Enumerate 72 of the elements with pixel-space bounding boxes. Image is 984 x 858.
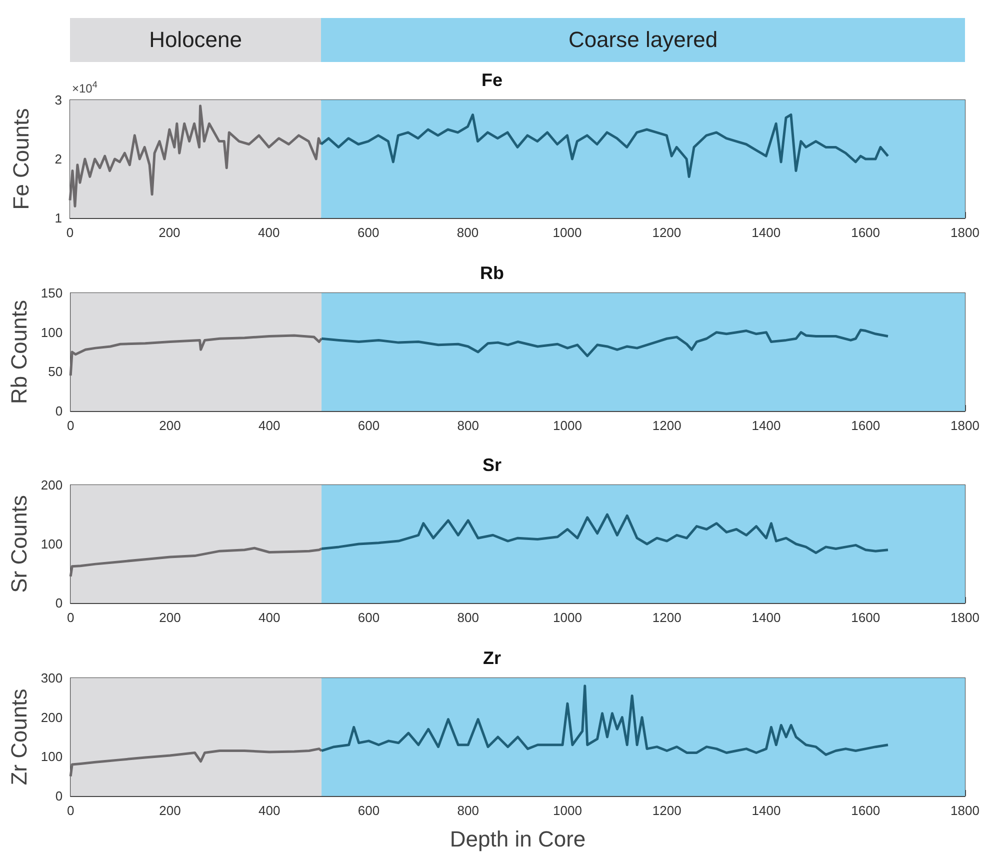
x-tick-label: 800 — [457, 610, 479, 625]
x-tick-label: 1800 — [950, 418, 980, 433]
y-tick-label: 50 — [48, 364, 63, 380]
x-tick-label: 1400 — [752, 803, 781, 818]
y-tick-label: 0 — [55, 404, 63, 418]
y-tick-label: 0 — [55, 788, 63, 804]
y-tick-label: 100 — [40, 749, 63, 764]
x-tick-label: 0 — [66, 803, 74, 818]
y-tick-label: 200 — [40, 478, 63, 492]
x-tick-label: 200 — [159, 803, 181, 818]
x-tick-label: 1200 — [652, 610, 682, 625]
y-axis-title: Fe Counts — [8, 108, 34, 210]
y-axis-title: Rb Counts — [6, 300, 32, 404]
x-axis-title: Depth in Core — [450, 826, 586, 852]
line-series — [320, 513, 890, 554]
x-tick-label: 600 — [358, 803, 380, 818]
chart-title: Sr — [482, 455, 502, 475]
y-tick-label: 100 — [40, 536, 63, 552]
y-tick-label: 0 — [55, 596, 63, 610]
x-tick-label: 1400 — [752, 225, 781, 240]
y-tick-label: 300 — [40, 670, 63, 686]
line-series — [320, 114, 890, 178]
x-tick-label: 200 — [159, 418, 181, 433]
x-tick-label: 1200 — [652, 418, 682, 433]
x-tick-label: 1600 — [851, 610, 880, 625]
y-tick-label: 150 — [40, 286, 63, 300]
x-tick-label: 1200 — [652, 803, 682, 818]
line-series — [320, 684, 890, 756]
x-tick-label: 600 — [357, 225, 380, 240]
x-tick-label: 1400 — [752, 418, 781, 433]
x-tick-label: 400 — [258, 418, 280, 433]
line-series — [69, 546, 323, 578]
line-series — [69, 748, 323, 778]
x-tick-label: 600 — [358, 610, 380, 625]
x-tick-label: 0 — [66, 418, 74, 433]
x-tick-label: 1600 — [851, 418, 880, 433]
y-axis-title: Sr Counts — [6, 495, 32, 593]
chart-title: Rb — [480, 263, 504, 283]
x-tick-label: 1600 — [851, 803, 880, 818]
x-tick-label: 800 — [457, 418, 479, 433]
band-label: Holocene — [70, 18, 322, 62]
y-tick-label: 1 — [54, 210, 62, 226]
x-tick-label: 800 — [457, 803, 479, 818]
x-tick-label: 600 — [358, 418, 380, 433]
x-tick-label: 800 — [456, 225, 479, 240]
y-tick-label: 2 — [54, 152, 62, 166]
line-series — [320, 328, 890, 358]
x-tick-label: 200 — [159, 610, 181, 625]
x-tick-label: 1800 — [950, 803, 980, 818]
x-tick-label: 1000 — [553, 803, 582, 818]
band-label: Coarse layered — [321, 18, 965, 62]
x-tick-label: 400 — [258, 610, 280, 625]
chart-title: Zr — [483, 648, 501, 668]
x-tick-label: 1000 — [553, 418, 582, 433]
chart-title: Fe — [481, 70, 503, 90]
x-tick-label: 1200 — [652, 225, 682, 240]
line-series — [69, 334, 323, 377]
x-tick-label: 1800 — [950, 610, 980, 625]
x-tick-label: 1800 — [950, 225, 980, 240]
x-tick-label: 0 — [66, 610, 74, 625]
x-tick-label: 1000 — [553, 610, 582, 625]
y-tick-label: 3 — [54, 92, 62, 108]
x-tick-label: 400 — [258, 803, 280, 818]
x-tick-label: 400 — [258, 225, 280, 240]
x-tick-label: 1600 — [851, 225, 880, 240]
x-tick-label: 0 — [66, 225, 74, 240]
y-axis-title: Zr Counts — [6, 688, 32, 786]
y-tick-label: 200 — [40, 710, 63, 725]
x-tick-label: 1000 — [552, 225, 582, 240]
x-tick-label: 200 — [158, 225, 180, 240]
x-tick-label: 1400 — [752, 610, 781, 625]
y-tick-label: 100 — [40, 324, 63, 340]
